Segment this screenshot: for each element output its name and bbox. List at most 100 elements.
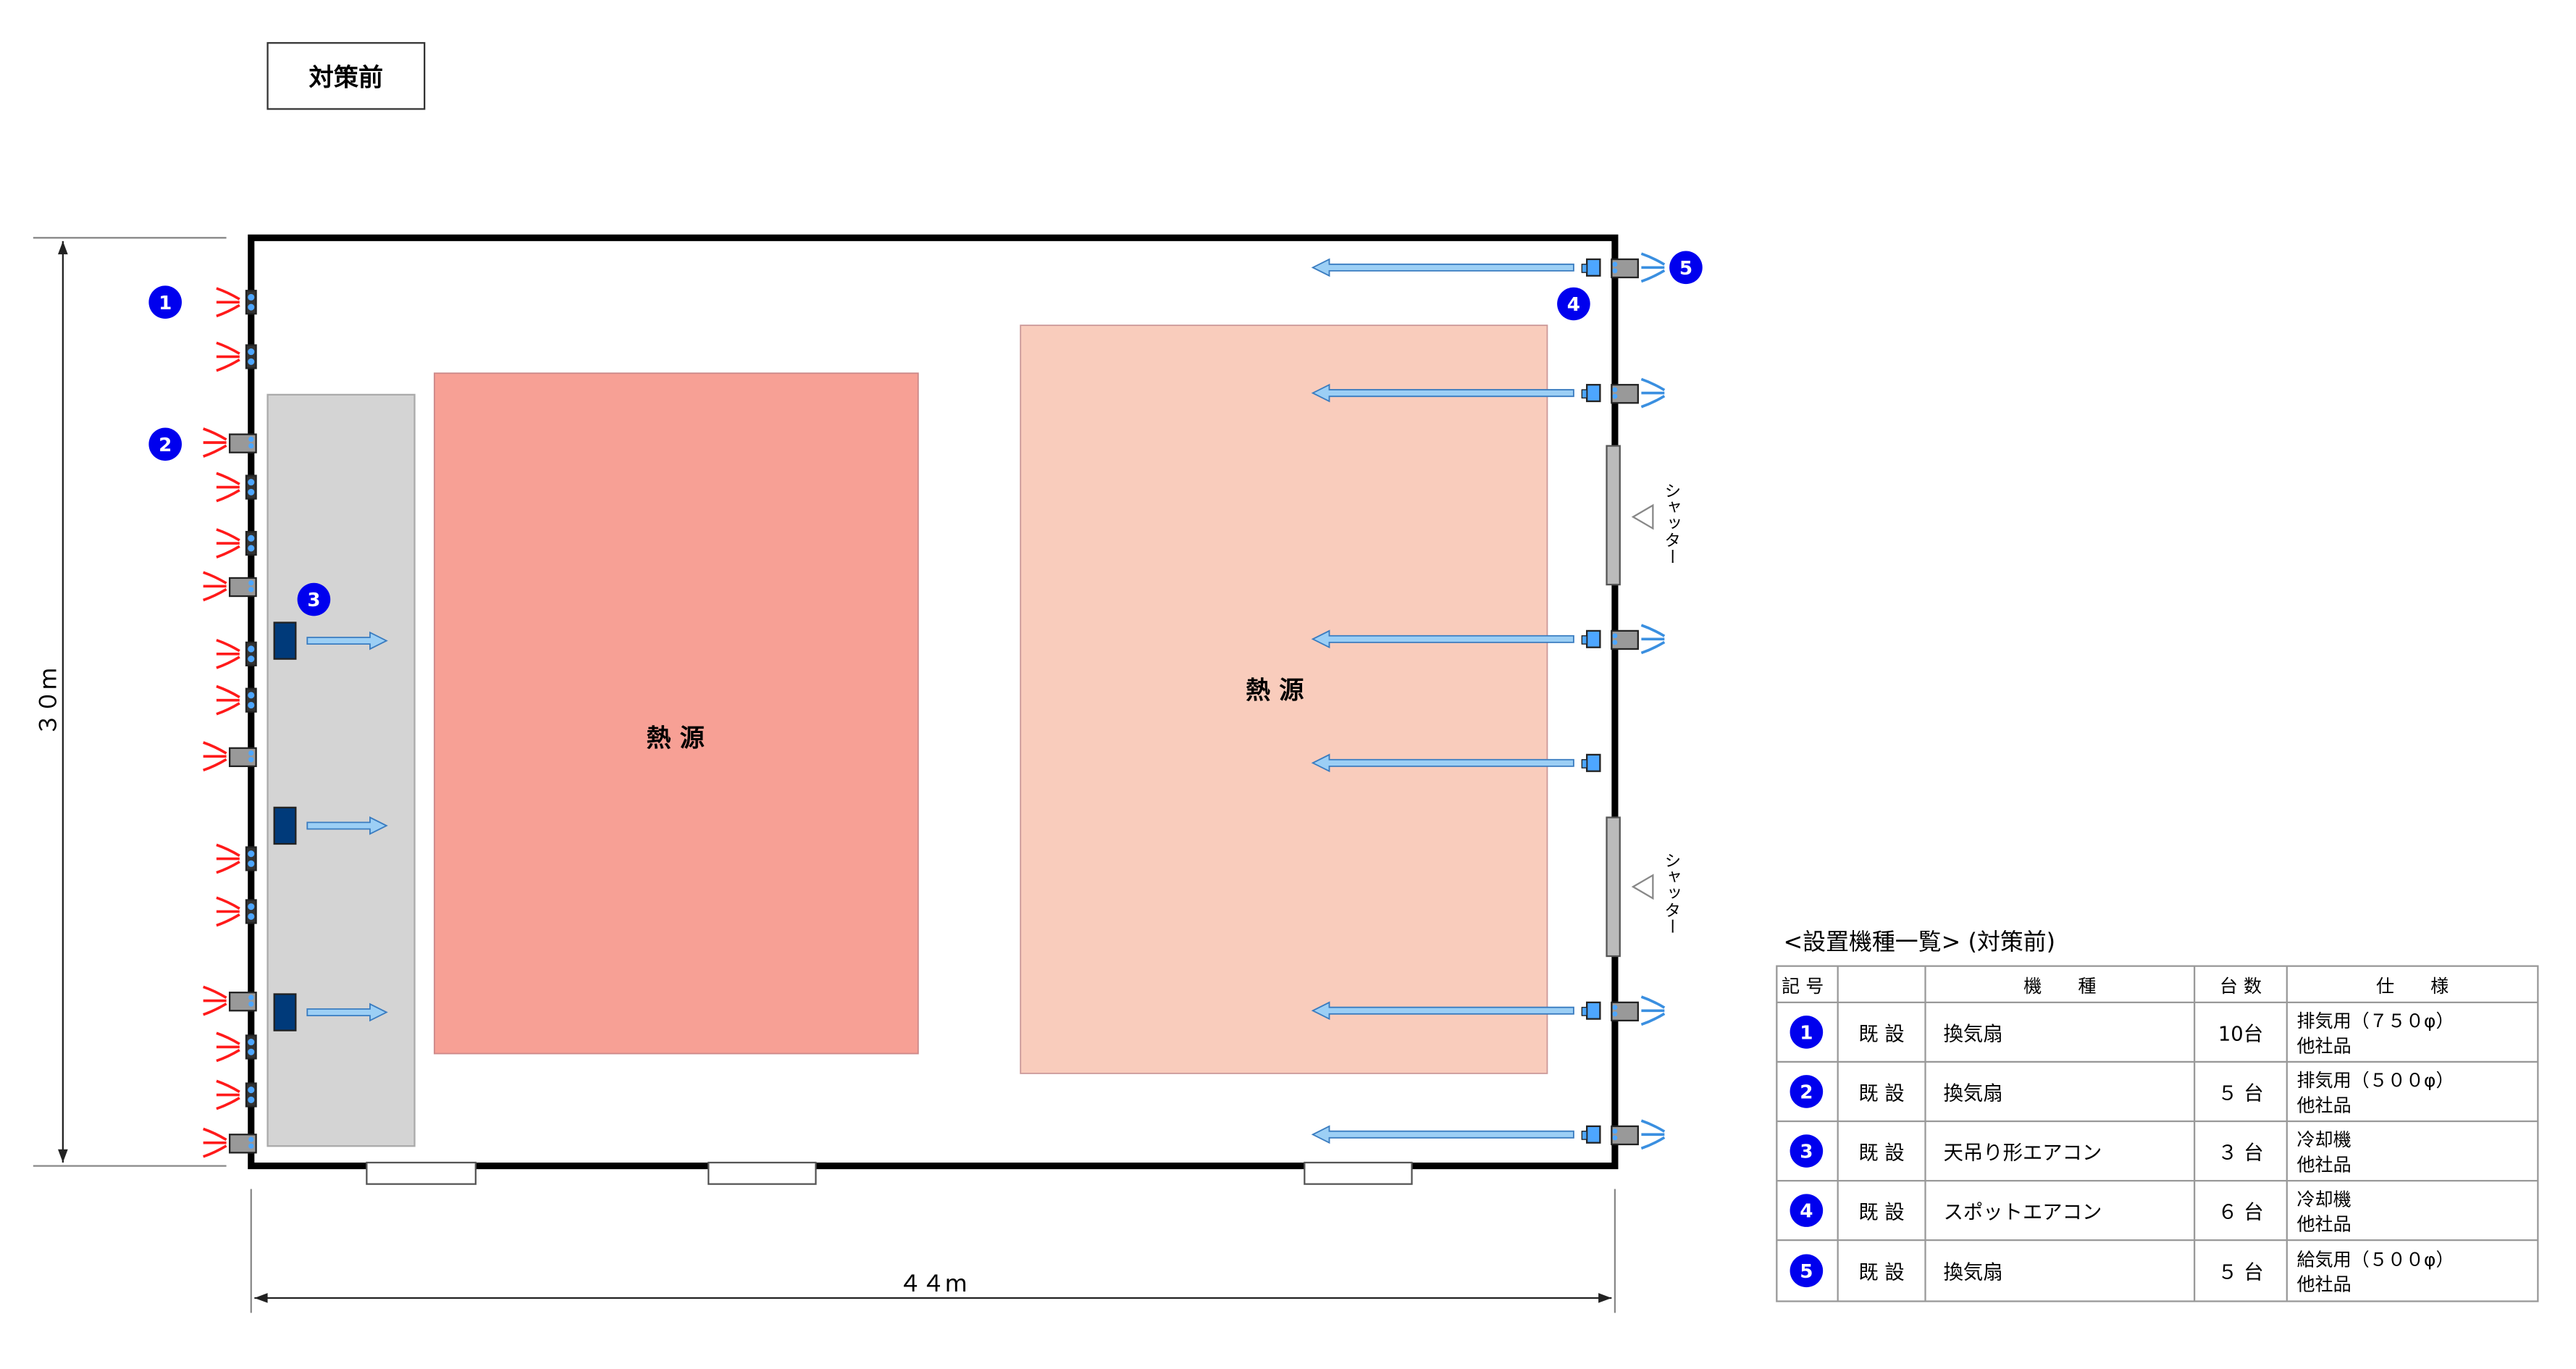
shutter: [1606, 816, 1621, 958]
supply-airflow-icon-line: [1640, 377, 1666, 392]
status-cell: 既 設: [1858, 1142, 1904, 1164]
exhaust-fan-750[interactable]: [245, 290, 257, 315]
count-cell: ５ 台: [2218, 1082, 2263, 1105]
exhaust-fan-750[interactable]: [245, 474, 257, 500]
fan-blade-icon: [248, 1096, 255, 1103]
exhaust-airflow-icon-line: [216, 913, 240, 927]
page-title: 対策前: [309, 64, 384, 93]
ceiling-aircon[interactable]: [273, 993, 388, 1031]
shutters: シャッター シャッター: [1606, 445, 1680, 958]
exhaust-fan-500[interactable]: [228, 433, 257, 453]
table-header-cell: 記 号: [1782, 976, 1824, 997]
fan-blade-icon: [248, 358, 255, 365]
badge-number: 5: [1679, 258, 1692, 280]
exhaust-airflow-icon: [203, 741, 227, 772]
exhaust-fan-500[interactable]: [228, 577, 257, 598]
spot-aircon[interactable]: [1311, 1125, 1601, 1144]
exhaust-fan-750[interactable]: [245, 641, 257, 666]
fan-blade-icon: [248, 903, 255, 910]
fan-blade-icon: [1612, 1005, 1618, 1010]
fan-blade-icon: [248, 1001, 254, 1007]
exhaust-airflow-icon: [203, 571, 227, 602]
exhaust-airflow-icon-line: [216, 358, 240, 372]
number-badge-5: 5: [1669, 251, 1703, 285]
supply-fan-500[interactable]: [1611, 1125, 1639, 1146]
fan-blade-icon: [248, 479, 255, 486]
table-row: 1 既 設 換気扇 10台 排気用（７５０φ） 他社品: [1790, 1010, 2454, 1056]
spec-cell-line1: 排気用（７５０φ）: [2296, 1010, 2454, 1031]
ceiling-aircon[interactable]: [273, 806, 388, 845]
airflow-arrow-icon: [1311, 753, 1574, 773]
table-row: 2 既 設 換気扇 ５ 台 排気用（５００φ） 他社品: [1790, 1070, 2454, 1115]
spot-aircon-unit: [1586, 258, 1601, 277]
supply-fan-500[interactable]: [1611, 629, 1639, 650]
badge-number: 2: [159, 435, 172, 456]
spot-aircon[interactable]: [1311, 383, 1601, 403]
title-box: 対策前: [267, 42, 426, 110]
fan-blade-icon: [248, 443, 254, 449]
aircon-unit: [273, 806, 297, 845]
spot-aircon[interactable]: [1311, 629, 1601, 649]
spec-cell-line2: 他社品: [2296, 1035, 2351, 1056]
shutter-label: シャッター: [1661, 852, 1680, 934]
spec-cell-line2: 他社品: [2296, 1213, 2351, 1234]
exhaust-fan-500[interactable]: [228, 747, 257, 767]
fan-blade-icon: [248, 860, 255, 867]
badge-circle: [1669, 251, 1703, 285]
badge-circle: [148, 427, 182, 461]
status-cell: 既 設: [1858, 1262, 1904, 1284]
aircon-unit: [273, 993, 297, 1031]
supply-fan-500[interactable]: [1611, 384, 1639, 404]
badge-circle: [1790, 1194, 1824, 1227]
spot-aircon-unit: [1586, 753, 1601, 772]
number-badge-4: 4: [1790, 1194, 1824, 1227]
exhaust-airflow-icon-line: [216, 489, 240, 503]
spot-aircon[interactable]: [1311, 258, 1601, 277]
exhaust-fan-500[interactable]: [228, 992, 257, 1012]
badge-number: 1: [1800, 1022, 1813, 1044]
exhaust-airflow-icon-line: [216, 1031, 240, 1045]
heat-source-2-label: 熱 源: [1246, 676, 1304, 705]
badge-circle: [1557, 287, 1590, 321]
exhaust-fan-750[interactable]: [245, 344, 257, 369]
aircon-unit: [273, 621, 297, 660]
fan-blade-icon: [248, 913, 255, 920]
count-cell: ３ 台: [2218, 1142, 2263, 1164]
exhaust-airflow-icon: [216, 684, 240, 716]
number-badge-2: 2: [148, 427, 182, 461]
table-border: [1776, 965, 2539, 1302]
exhaust-airflow-icon-line: [216, 341, 240, 355]
supply-fan-500[interactable]: [1611, 258, 1639, 279]
ceiling-aircon[interactable]: [273, 621, 388, 660]
exhaust-airflow-icon-line: [216, 1079, 240, 1094]
exhaust-fan-750[interactable]: [245, 899, 257, 924]
fan-blade-icon: [1612, 640, 1618, 645]
exhaust-airflow-icon-line: [203, 587, 227, 602]
fan-blade-icon: [248, 1048, 255, 1055]
exhaust-fan-750[interactable]: [245, 530, 257, 556]
exhaust-fan-750[interactable]: [245, 1082, 257, 1108]
spec-cell-line2: 他社品: [2296, 1094, 2351, 1115]
door: [366, 1161, 477, 1185]
spot-aircon[interactable]: [1311, 753, 1601, 773]
badge-circle: [1790, 1016, 1824, 1049]
spot-aircon-unit: [1586, 1001, 1601, 1020]
spot-aircon-unit: [1586, 1125, 1601, 1144]
exhaust-fan-500[interactable]: [228, 1134, 257, 1154]
exhaust-airflow-icon: [203, 1127, 227, 1158]
badge-number: 3: [307, 590, 320, 611]
spot-aircon[interactable]: [1311, 1001, 1601, 1021]
exhaust-fan-750[interactable]: [245, 846, 257, 871]
exhaust-airflow-icon-line: [216, 684, 240, 699]
supply-airflow-icon-line: [1640, 1136, 1666, 1150]
airflow-arrow-icon: [1311, 258, 1574, 277]
exhaust-fan-750[interactable]: [245, 1034, 257, 1060]
supply-airflow-icon-line: [1640, 395, 1666, 409]
exhaust-fan-750[interactable]: [245, 687, 257, 713]
spec-cell-line1: 冷却機: [2296, 1189, 2351, 1210]
supply-fan-500[interactable]: [1611, 1001, 1639, 1022]
exhaust-airflow-icon-line: [203, 1127, 227, 1142]
fan-blade-icon: [248, 692, 255, 699]
